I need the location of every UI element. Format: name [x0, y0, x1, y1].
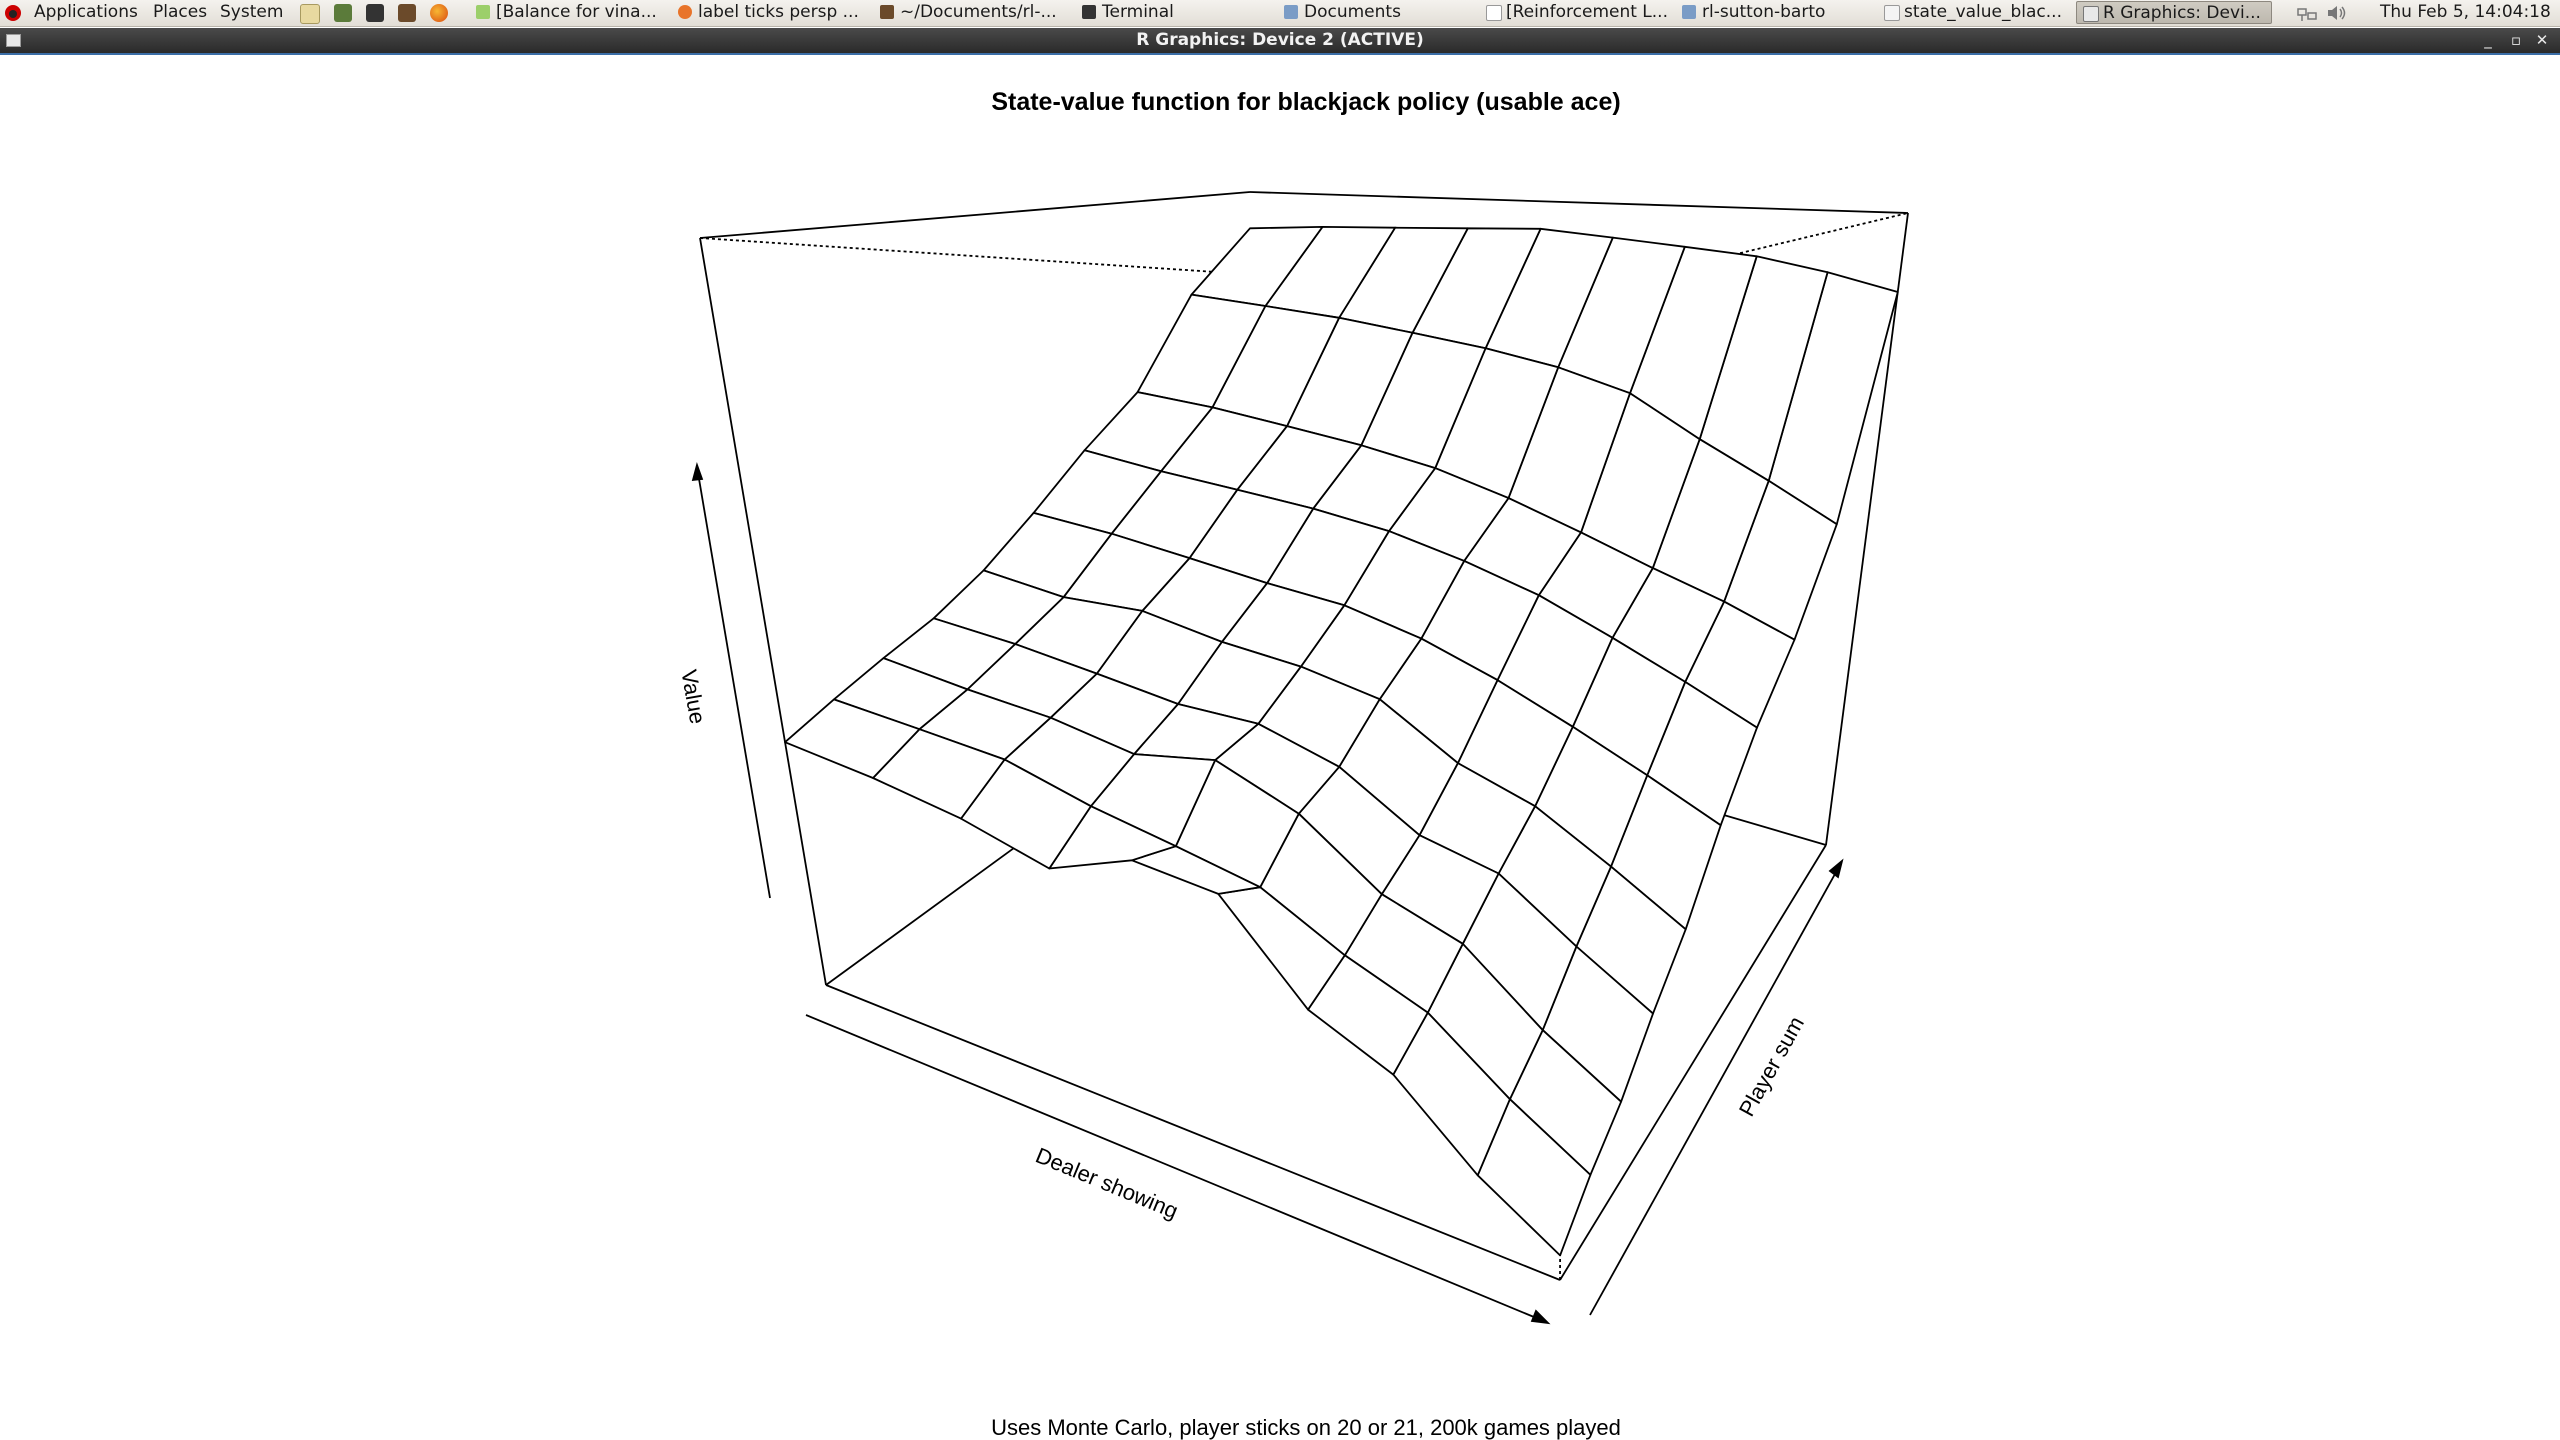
document-icon [1486, 5, 1502, 21]
taskbar-item-terminal[interactable]: Terminal [1076, 1, 1276, 24]
plot-subtitle: Uses Monte Carlo, player sticks on 20 or… [991, 1415, 1621, 1440]
value-axis-arrowhead [691, 461, 704, 482]
player-axis-arrow [1589, 864, 1841, 1316]
taskbar-item-rl-folder[interactable]: rl-sutton-barto [1676, 1, 1876, 24]
volume-icon[interactable] [2326, 0, 2348, 26]
taskbar-item-r-graphics[interactable]: R Graphics: Devi... [2076, 1, 2272, 24]
dealer-axis-arrowhead [1530, 1309, 1551, 1325]
editor-launcher-icon[interactable] [398, 4, 416, 22]
box-edge [1559, 844, 1827, 1281]
maximize-icon[interactable]: ▫ [2510, 31, 2522, 49]
box-edge [699, 191, 1251, 239]
box-edge [699, 237, 827, 986]
plot-title: State-value function for blackjack polic… [991, 88, 1620, 116]
taskbar-item-firefox[interactable]: label ticks persp ... [672, 1, 872, 24]
firefox-icon [678, 5, 692, 19]
terminal-launcher-icon[interactable] [366, 4, 384, 22]
window-titlebar[interactable]: R Graphics: Device 2 (ACTIVE) _ ▫ ✕ [0, 28, 2560, 55]
value-axis-arrow [696, 466, 771, 899]
window-icon [2083, 6, 2099, 22]
terminal-icon [1082, 5, 1096, 19]
folder-icon [1682, 5, 1696, 19]
calculator-launcher-icon[interactable] [334, 4, 352, 22]
menu-places[interactable]: Places [153, 2, 208, 22]
surface-mesh [784, 225, 1899, 1257]
network-icon[interactable] [2296, 0, 2318, 26]
menu-applications[interactable]: Applications [34, 2, 138, 22]
player-axis-label: Player sum [1734, 1012, 1809, 1120]
dealer-axis-arrow [805, 1014, 1547, 1323]
text-editor-icon [880, 5, 894, 19]
taskbar-item-image[interactable]: state_value_blac... [1878, 1, 2074, 24]
player-axis-arrowhead [1828, 858, 1844, 879]
surface-facet [784, 698, 921, 779]
dealer-axis-label: Dealer showing [1032, 1143, 1182, 1224]
taskbar-item-gedit[interactable]: [Balance for vina... [470, 1, 670, 24]
folder-icon [1284, 5, 1298, 19]
menu-system[interactable]: System [220, 2, 284, 22]
box-edge [1825, 212, 1909, 846]
taskbar-item-editor[interactable]: ~/Documents/rl-... [874, 1, 1074, 24]
window-menu-icon[interactable] [6, 34, 21, 47]
clock[interactable]: Thu Feb 5, 14:04:18 [2380, 2, 2551, 22]
plot-canvas: State-value function for blackjack polic… [676, 88, 1909, 1440]
image-icon [1884, 5, 1900, 21]
box-edge [825, 984, 1561, 1281]
box-edge [1249, 191, 1909, 214]
window-title: R Graphics: Device 2 (ACTIVE) [1136, 30, 1424, 50]
distro-logo-icon[interactable] [4, 0, 22, 26]
top-panel: Applications Places System [Balance for … [0, 0, 2560, 27]
value-axis-label: Value [676, 668, 710, 726]
gedit-icon [476, 5, 490, 19]
taskbar-item-reinforcement[interactable]: [Reinforcement L... [1480, 1, 1680, 24]
firefox-launcher-icon[interactable] [430, 4, 448, 22]
close-icon[interactable]: ✕ [2535, 31, 2549, 49]
minimize-icon[interactable]: _ [2484, 31, 2492, 49]
notes-launcher-icon[interactable] [300, 4, 320, 24]
taskbar-item-documents[interactable]: Documents [1278, 1, 1478, 24]
